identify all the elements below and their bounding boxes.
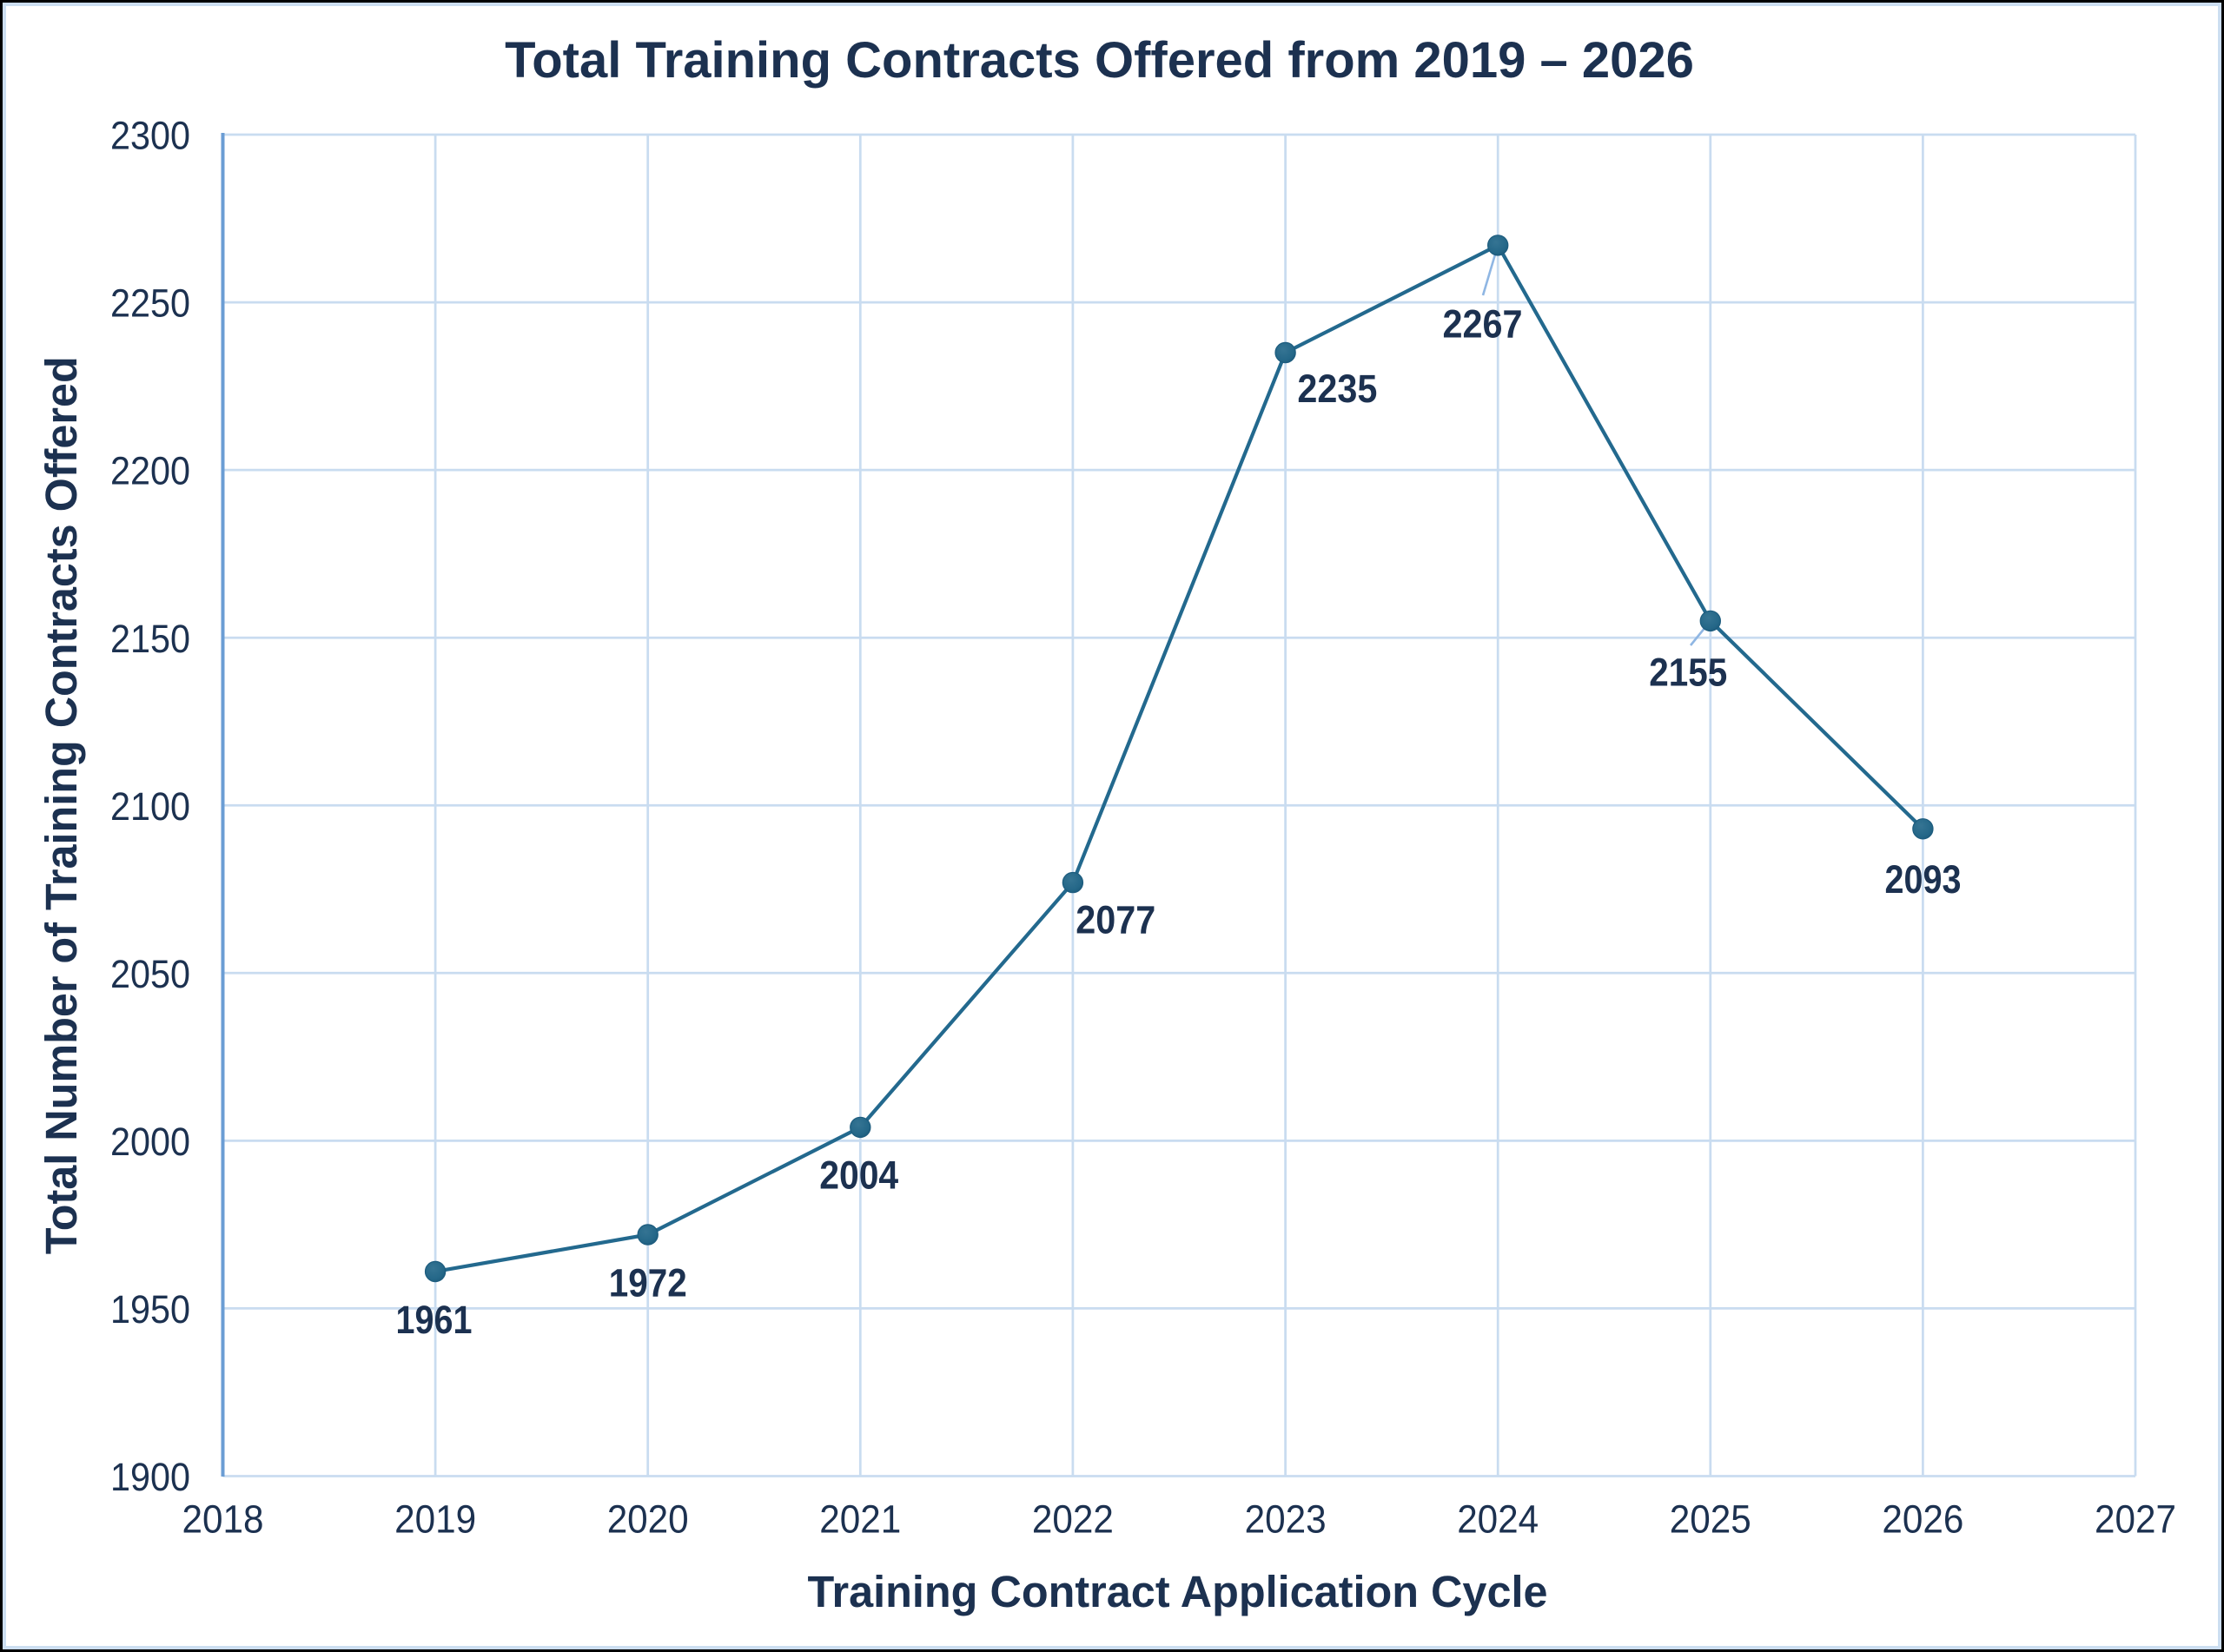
svg-text:1972: 1972 (609, 1261, 687, 1305)
svg-text:2018: 2018 (182, 1497, 264, 1542)
svg-text:2250: 2250 (110, 281, 190, 326)
svg-text:2077: 2077 (1076, 898, 1155, 942)
svg-text:2020: 2020 (607, 1497, 689, 1542)
svg-text:2022: 2022 (1032, 1497, 1114, 1542)
svg-text:2019: 2019 (394, 1497, 476, 1542)
svg-text:2026: 2026 (1882, 1497, 1963, 1542)
svg-text:2300: 2300 (110, 114, 190, 158)
svg-text:1961: 1961 (396, 1298, 473, 1342)
svg-text:2100: 2100 (110, 784, 190, 829)
svg-text:1950: 1950 (110, 1287, 190, 1332)
svg-text:2235: 2235 (1297, 367, 1377, 411)
svg-text:2023: 2023 (1245, 1497, 1327, 1542)
svg-text:2000: 2000 (110, 1120, 190, 1164)
svg-text:2027: 2027 (2095, 1497, 2176, 1542)
svg-text:2093: 2093 (1885, 857, 1962, 902)
svg-text:2021: 2021 (819, 1497, 901, 1542)
svg-text:2025: 2025 (1670, 1497, 1751, 1542)
svg-text:Total Training Contracts Offer: Total Training Contracts Offered from 20… (505, 32, 1694, 89)
svg-text:2004: 2004 (819, 1153, 898, 1198)
svg-text:1900: 1900 (110, 1455, 190, 1499)
svg-text:2267: 2267 (1443, 302, 1523, 347)
svg-text:2050: 2050 (110, 952, 190, 996)
svg-text:Training Contract Application: Training Contract Application Cycle (808, 1567, 1548, 1616)
svg-text:2024: 2024 (1457, 1497, 1539, 1542)
svg-text:2150: 2150 (110, 617, 190, 661)
svg-text:2200: 2200 (110, 449, 190, 493)
svg-text:Total Number of Training Contr: Total Number of Training Contracts Offer… (36, 356, 86, 1254)
svg-text:2155: 2155 (1649, 651, 1727, 695)
